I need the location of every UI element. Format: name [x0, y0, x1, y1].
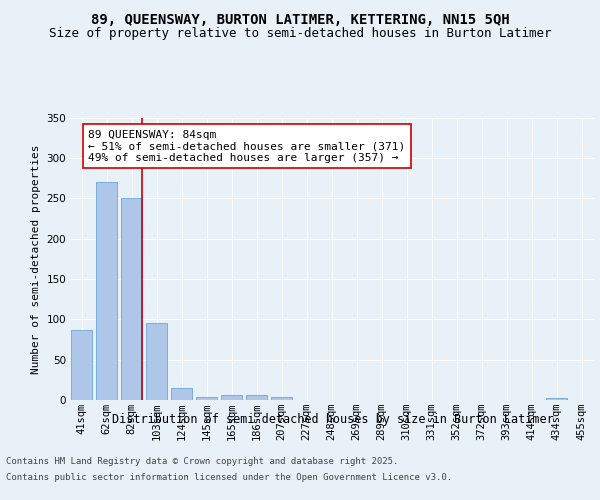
Text: Contains public sector information licensed under the Open Government Licence v3: Contains public sector information licen…: [6, 472, 452, 482]
Bar: [171, 388, 192, 400]
Bar: [146, 324, 167, 400]
Bar: [121, 198, 142, 400]
Text: Distribution of semi-detached houses by size in Burton Latimer: Distribution of semi-detached houses by …: [112, 412, 554, 426]
Y-axis label: Number of semi-detached properties: Number of semi-detached properties: [31, 144, 41, 374]
Bar: [546, 398, 567, 400]
Bar: [96, 182, 117, 400]
Text: 89, QUEENSWAY, BURTON LATIMER, KETTERING, NN15 5QH: 89, QUEENSWAY, BURTON LATIMER, KETTERING…: [91, 12, 509, 26]
Bar: [221, 395, 242, 400]
Text: Contains HM Land Registry data © Crown copyright and database right 2025.: Contains HM Land Registry data © Crown c…: [6, 458, 398, 466]
Bar: [196, 397, 217, 400]
Bar: [71, 330, 92, 400]
Text: 89 QUEENSWAY: 84sqm
← 51% of semi-detached houses are smaller (371)
49% of semi-: 89 QUEENSWAY: 84sqm ← 51% of semi-detach…: [89, 130, 406, 163]
Bar: [271, 397, 292, 400]
Bar: [246, 395, 267, 400]
Text: Size of property relative to semi-detached houses in Burton Latimer: Size of property relative to semi-detach…: [49, 28, 551, 40]
